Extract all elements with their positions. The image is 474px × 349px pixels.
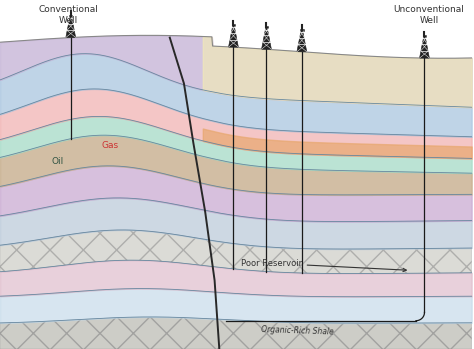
Text: Gas: Gas bbox=[101, 141, 118, 150]
Text: Organic-Rich Shale: Organic-Rich Shale bbox=[261, 325, 334, 336]
Text: Conventional
Well: Conventional Well bbox=[38, 6, 98, 25]
Text: Unconventional
Well: Unconventional Well bbox=[394, 6, 465, 25]
Polygon shape bbox=[228, 25, 238, 47]
Polygon shape bbox=[419, 36, 429, 58]
Polygon shape bbox=[66, 16, 76, 38]
Polygon shape bbox=[297, 30, 307, 52]
Text: Poor Reservoir: Poor Reservoir bbox=[240, 259, 406, 272]
Text: Oil: Oil bbox=[52, 157, 64, 166]
Polygon shape bbox=[262, 28, 272, 49]
